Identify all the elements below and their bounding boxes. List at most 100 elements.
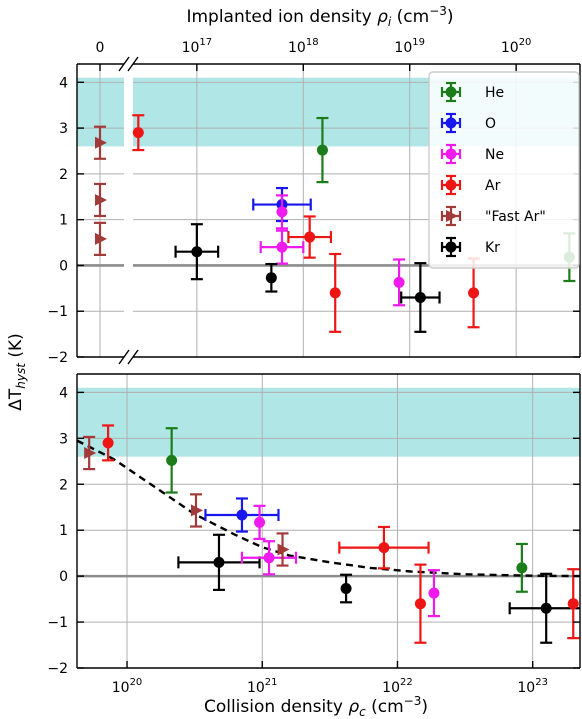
data-point-he bbox=[515, 542, 528, 593]
data-point-kr bbox=[265, 262, 278, 293]
legend-box bbox=[428, 71, 580, 269]
legend-entry: O bbox=[440, 112, 496, 134]
marker bbox=[265, 272, 277, 284]
data-point-fast-ar bbox=[94, 125, 107, 160]
x-tick-label: 1022 bbox=[382, 677, 413, 696]
legend-entry: He bbox=[440, 81, 504, 103]
data-point-fast-ar bbox=[276, 532, 290, 567]
legend-label: O bbox=[485, 116, 496, 132]
x-tick-label: 0 bbox=[96, 40, 105, 56]
y-tick-label: 1 bbox=[59, 523, 68, 539]
marker bbox=[567, 598, 579, 610]
marker bbox=[102, 437, 114, 449]
data-point-ne bbox=[253, 504, 266, 541]
legend-marker bbox=[445, 117, 457, 129]
y-tick-label: 3 bbox=[59, 431, 68, 447]
y-tick-label: 4 bbox=[59, 385, 68, 401]
y-axis-title: ΔThyst (K) bbox=[6, 333, 28, 411]
data-point-he bbox=[316, 116, 329, 184]
x-tick-label: 1021 bbox=[247, 677, 278, 696]
x-tick-label: 1020 bbox=[112, 677, 143, 696]
marker bbox=[428, 587, 440, 599]
data-point-ar bbox=[329, 252, 342, 333]
bottom-panel: 4 3 2 1 0 −1 −2 1020 1021 1022 1023 bbox=[47, 373, 581, 696]
marker bbox=[378, 542, 390, 554]
bottom-shaded-band bbox=[77, 387, 580, 457]
axis-break-mark bbox=[118, 56, 130, 72]
legend-marker bbox=[445, 241, 457, 253]
legend-marker bbox=[445, 148, 457, 160]
y-tick-label: −1 bbox=[47, 615, 68, 631]
data-point-fast-ar bbox=[83, 435, 97, 471]
data-point-ne bbox=[259, 229, 305, 265]
legend-entry: Ar bbox=[440, 174, 501, 196]
legend-label: "Fast Ar" bbox=[485, 209, 546, 225]
y-tick-label: 0 bbox=[59, 569, 68, 585]
marker bbox=[304, 231, 316, 243]
marker bbox=[254, 516, 266, 528]
legend-label: Ne bbox=[485, 147, 504, 163]
marker bbox=[277, 543, 290, 556]
y-tick-label: 4 bbox=[59, 75, 68, 91]
top-x-axis-title: Implanted ion density ρi (cm−3) bbox=[186, 4, 453, 29]
data-point-ar bbox=[467, 257, 480, 329]
marker bbox=[263, 552, 275, 564]
legend-entry: "Fast Ar" bbox=[440, 205, 546, 227]
legend-entry: Ne bbox=[440, 143, 504, 165]
axis-break-mark bbox=[127, 349, 139, 365]
data-point-ar bbox=[102, 424, 115, 462]
marker bbox=[540, 602, 552, 614]
marker bbox=[236, 509, 248, 521]
top-frame bbox=[76, 56, 581, 365]
marker bbox=[414, 291, 426, 303]
marker bbox=[95, 193, 107, 206]
marker bbox=[516, 562, 528, 574]
y-tick-label: 2 bbox=[59, 477, 68, 493]
y-tick-label: −2 bbox=[47, 350, 68, 366]
legend-marker bbox=[445, 86, 457, 98]
legend-entry: Kr bbox=[440, 236, 500, 258]
marker bbox=[340, 583, 352, 595]
bottom-frame bbox=[76, 373, 581, 669]
y-tick-label: −1 bbox=[47, 304, 68, 320]
marker bbox=[276, 206, 288, 218]
axis-break-mark bbox=[118, 349, 130, 365]
marker bbox=[316, 144, 328, 156]
y-tick-label: 1 bbox=[59, 213, 68, 229]
marker bbox=[191, 246, 203, 258]
marker bbox=[95, 136, 107, 149]
axis-break-mark bbox=[127, 56, 139, 72]
data-point-ne bbox=[393, 258, 406, 307]
data-point-fast-ar bbox=[94, 182, 107, 218]
data-point-kr bbox=[340, 573, 353, 604]
data-point-fast-ar bbox=[189, 493, 203, 528]
data-point-ar bbox=[414, 563, 427, 644]
x-tick-label: 1019 bbox=[394, 37, 425, 56]
axis-break-gap bbox=[124, 64, 133, 357]
legend-label: He bbox=[485, 85, 504, 101]
legend-marker bbox=[446, 210, 458, 222]
y-tick-label: 2 bbox=[59, 167, 68, 183]
marker bbox=[414, 598, 426, 610]
fit-curve bbox=[77, 439, 580, 578]
data-point-kr bbox=[177, 533, 261, 592]
data-point-o bbox=[204, 497, 280, 533]
data-point-he bbox=[165, 427, 178, 494]
data-point-ne bbox=[427, 569, 440, 618]
data-point-kr bbox=[174, 223, 220, 281]
legend: He O Ne Ar "Fast Ar" Kr bbox=[428, 71, 580, 269]
marker bbox=[84, 447, 97, 460]
marker bbox=[468, 287, 480, 299]
marker bbox=[393, 276, 405, 288]
marker bbox=[166, 454, 178, 466]
data-point-ar bbox=[338, 525, 430, 570]
marker bbox=[190, 504, 203, 517]
x-tick-label: 1023 bbox=[517, 677, 548, 696]
x-tick-label: 1020 bbox=[501, 37, 532, 56]
y-tick-label: 0 bbox=[59, 258, 68, 274]
marker bbox=[276, 241, 288, 253]
legend-label: Ar bbox=[485, 178, 501, 194]
data-point-ne bbox=[276, 194, 288, 230]
data-point-kr bbox=[400, 262, 441, 333]
marker bbox=[213, 556, 225, 568]
